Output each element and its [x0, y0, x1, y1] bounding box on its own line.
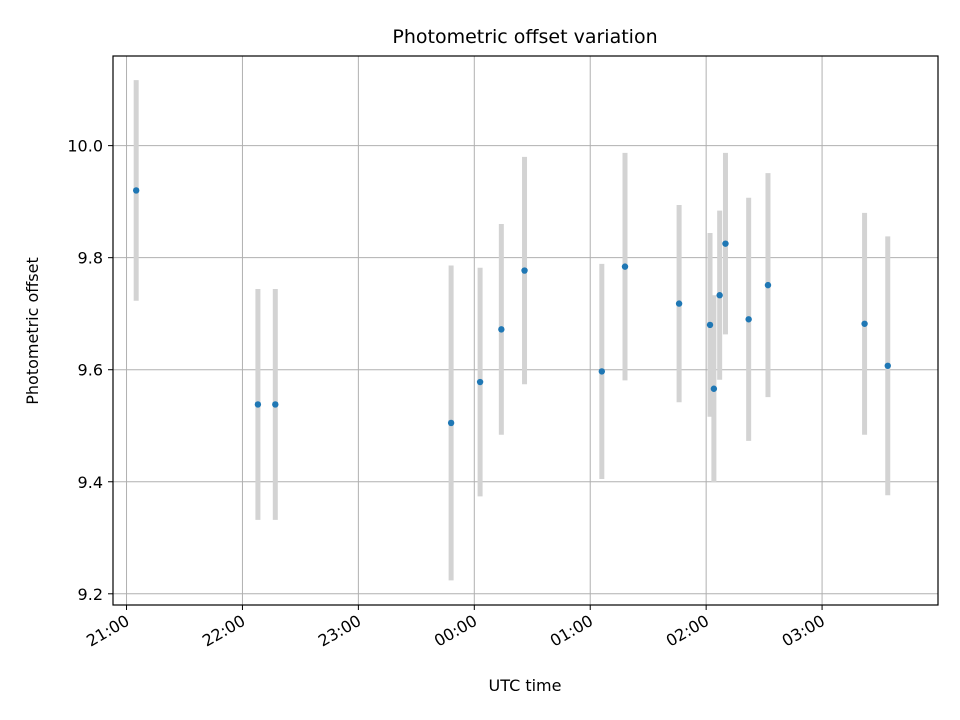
data-point	[675, 300, 683, 307]
y-tick-label: 9.6	[78, 361, 103, 380]
data-point	[745, 316, 752, 323]
data-point	[706, 321, 714, 329]
data-point	[272, 401, 279, 408]
y-tick-label: 10.0	[67, 137, 103, 156]
data-point	[861, 320, 868, 327]
y-tick-label: 9.4	[78, 473, 103, 492]
data-points	[132, 187, 891, 427]
data-point	[447, 419, 455, 427]
data-point	[884, 362, 891, 369]
data-point	[521, 267, 528, 274]
y-tick-label: 9.8	[78, 249, 103, 268]
data-point	[716, 292, 723, 299]
data-point	[722, 240, 729, 247]
data-point	[764, 281, 772, 289]
y-axis-ticks: 9.2 9.4 9.6 9.8 10.0	[67, 137, 113, 604]
data-point	[254, 401, 262, 408]
chart-title: Photometric offset variation	[392, 26, 657, 48]
plot-area-frame	[112, 55, 939, 606]
data-point	[598, 368, 606, 375]
data-point	[476, 378, 484, 386]
data-point	[498, 326, 505, 333]
data-point	[132, 187, 140, 194]
data-point	[710, 385, 718, 392]
y-tick-label: 9.2	[78, 585, 103, 604]
data-point	[621, 263, 629, 270]
x-axis-label: UTC time	[489, 676, 562, 695]
y-axis-label: Photometric offset	[23, 257, 42, 405]
